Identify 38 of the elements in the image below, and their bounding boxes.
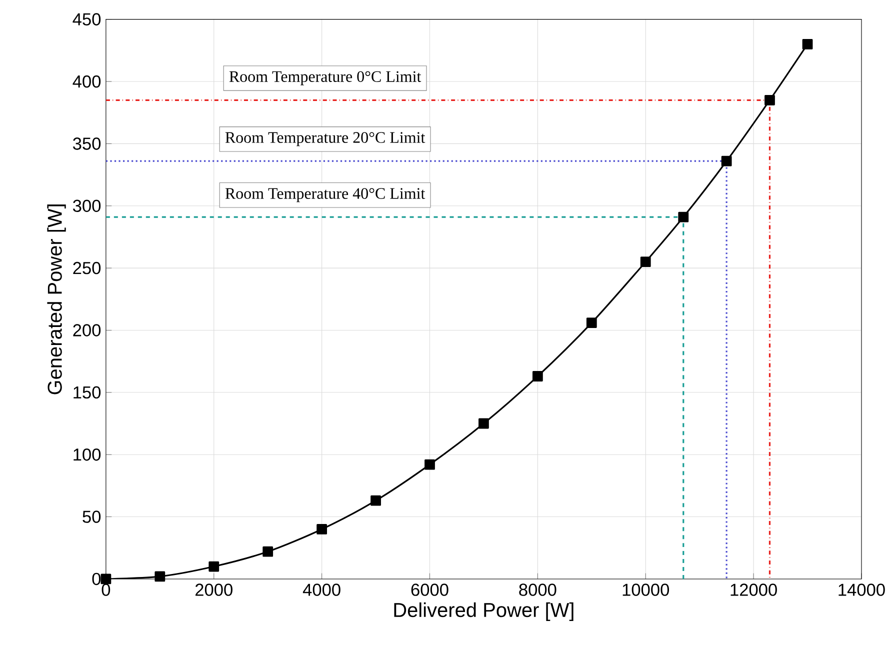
point (586, 318, 597, 328)
y-tick-label: 450 (72, 13, 101, 26)
y-axis-title: Generated Power [W] (47, 204, 66, 394)
y-tick-label: 350 (73, 138, 101, 150)
point (262, 546, 274, 558)
point (154, 571, 166, 582)
x-tick-label: 14000 (838, 584, 885, 596)
point (721, 156, 732, 166)
point (424, 460, 435, 470)
point (478, 418, 489, 429)
x-axis-title: Delivered Power [W] (394, 602, 574, 622)
point (764, 95, 775, 106)
y-tick-label: 200 (73, 324, 101, 337)
y-tick-label: 250 (73, 262, 101, 274)
y-tick-label: 50 (82, 510, 101, 524)
x-tick-label: 0 (102, 584, 110, 596)
y-tick-label: 150 (74, 386, 101, 399)
x-tick-label: 6000 (411, 584, 448, 596)
y-tick-label: 100 (74, 448, 101, 461)
x-tick-label: 10000 (622, 584, 670, 596)
y-tick-label: 300 (73, 200, 101, 212)
point (370, 496, 381, 506)
point (208, 562, 220, 572)
annotation: Room Temperature 20°C Limit (225, 132, 426, 146)
x-tick-label: 4000 (302, 584, 340, 596)
point (802, 39, 813, 50)
point (640, 256, 651, 268)
y-tick-label: 0 (92, 573, 101, 586)
x-tick-label: 2000 (195, 584, 232, 596)
point (316, 524, 328, 535)
point (100, 574, 112, 584)
annotation: Room Temperature 0°C Limit (229, 71, 422, 86)
point (532, 371, 543, 382)
annotation: Room Temperature 40°C Limit (225, 188, 426, 202)
point (678, 212, 689, 222)
x-tick-label: 8000 (519, 584, 556, 596)
x-tick-label: 12000 (730, 584, 777, 596)
y-tick-label: 400 (72, 76, 101, 88)
